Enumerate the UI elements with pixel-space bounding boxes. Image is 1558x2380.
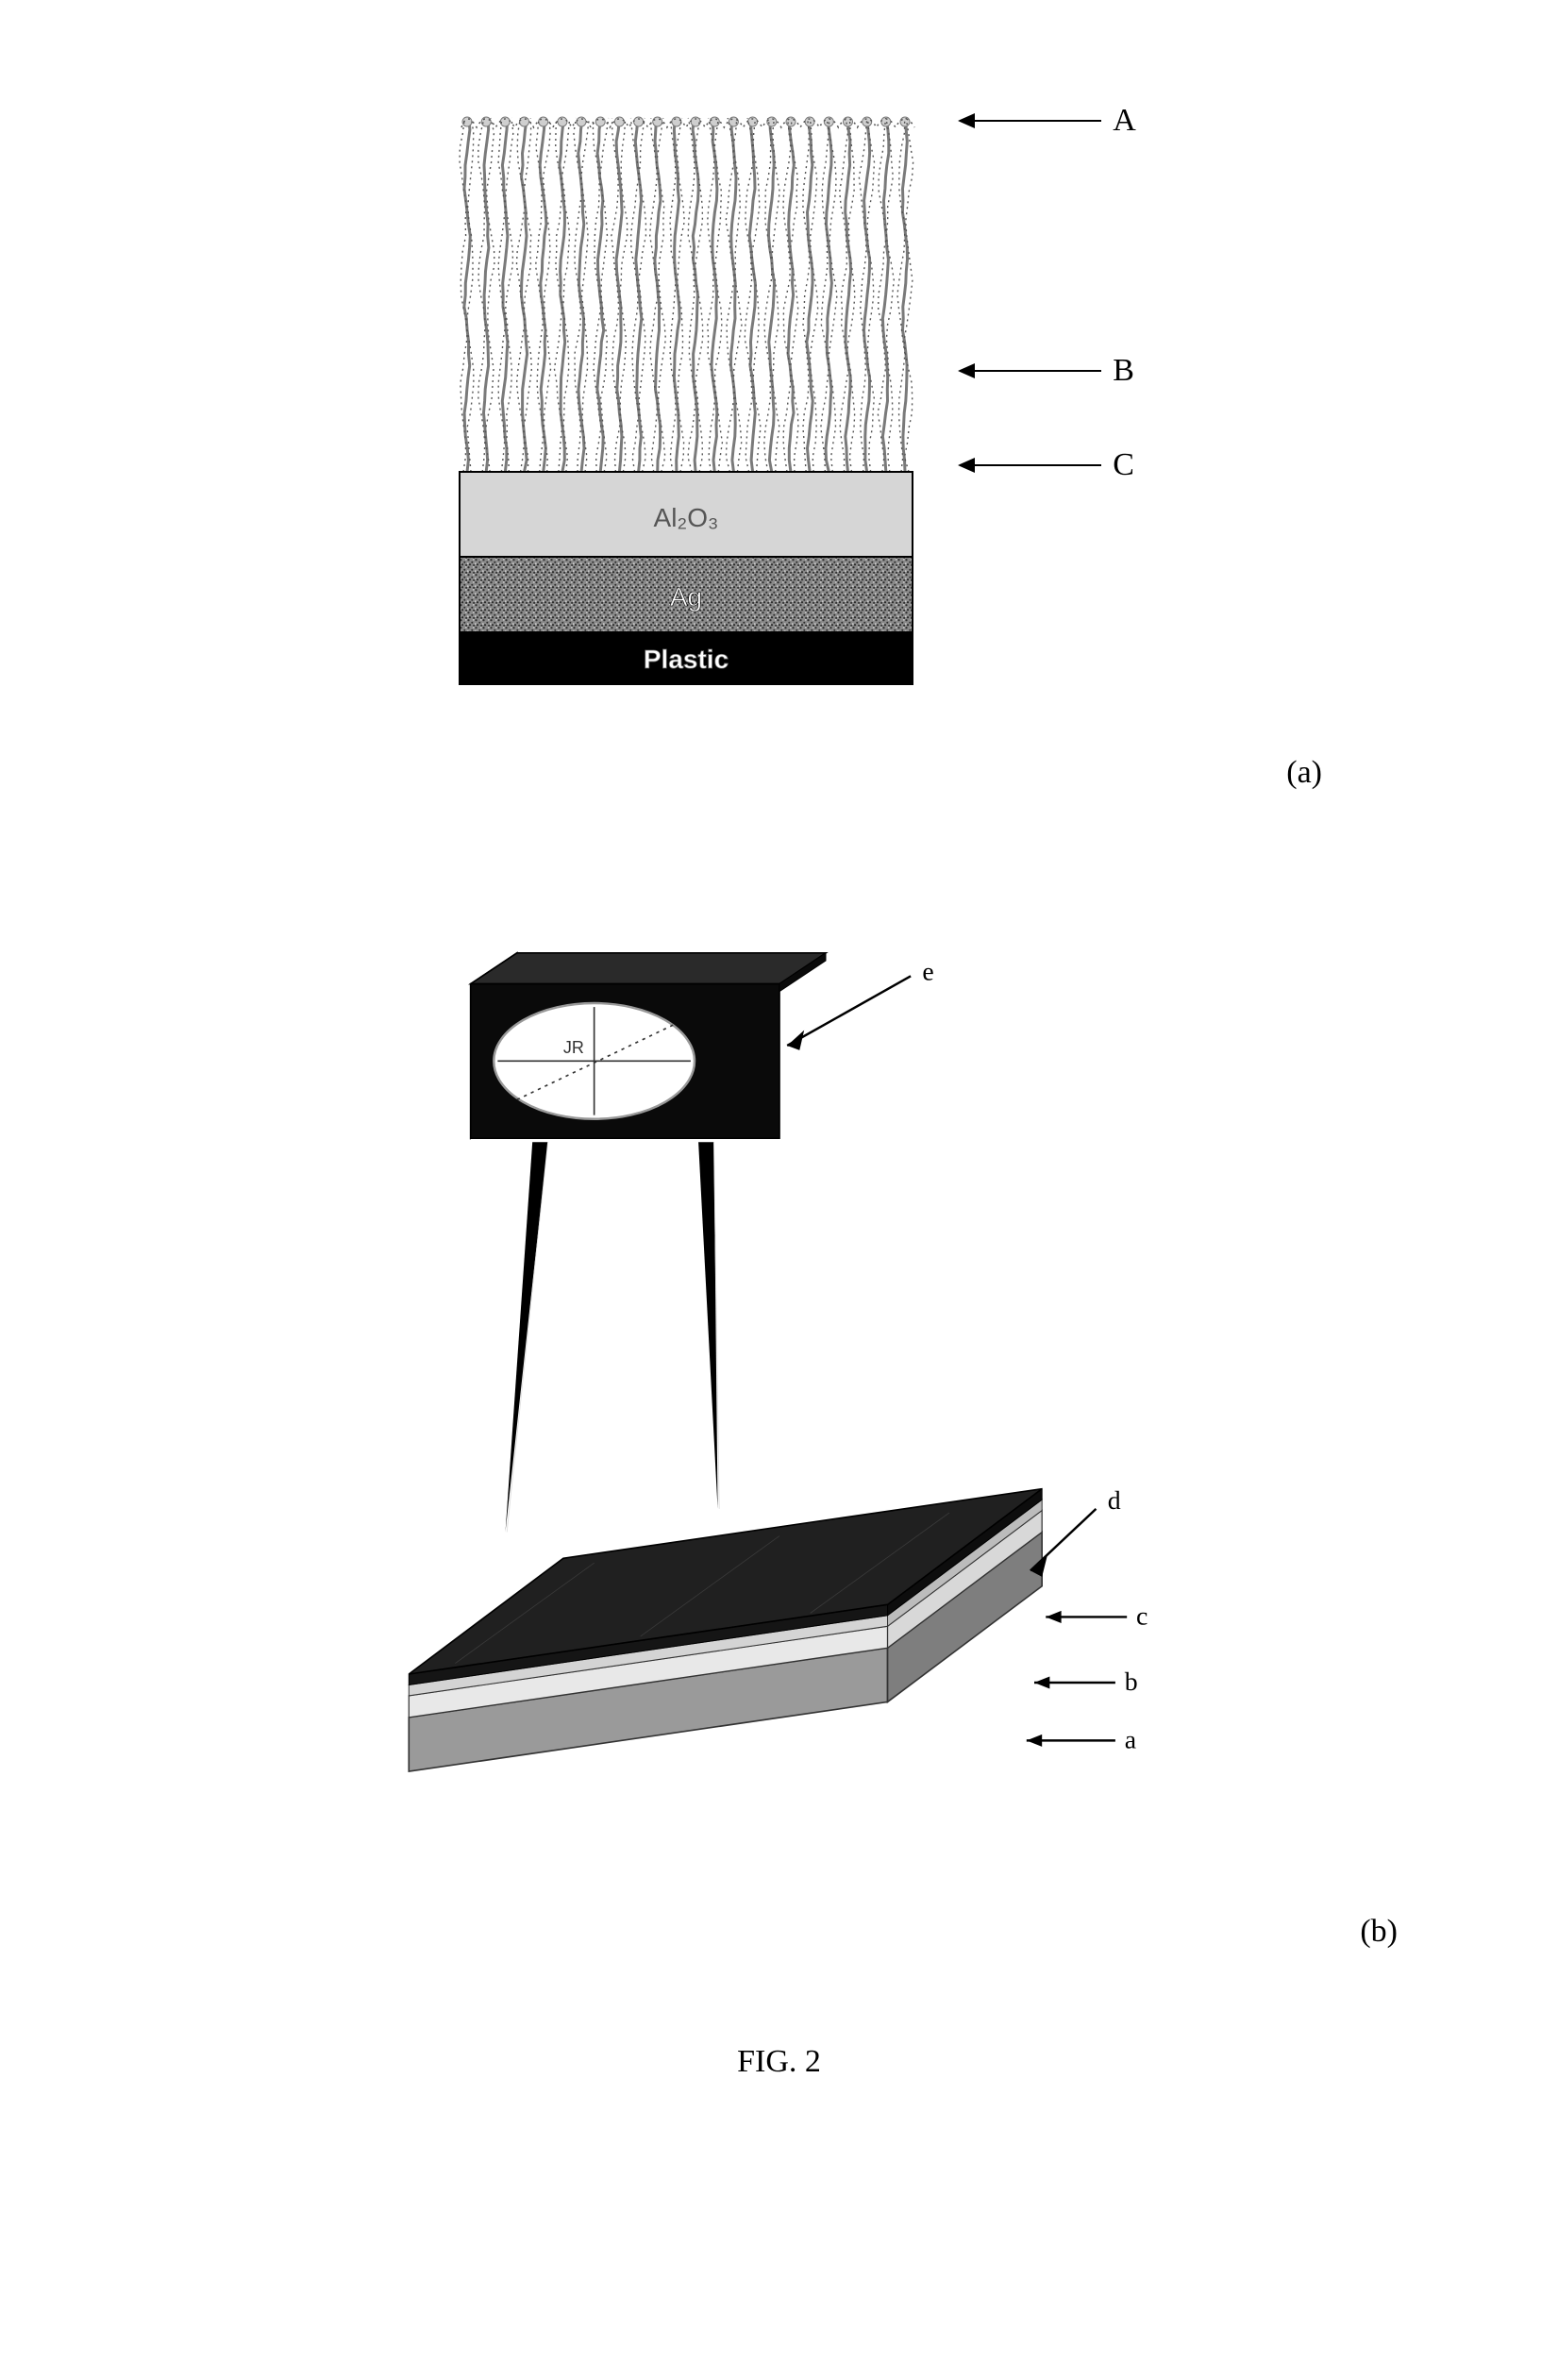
arrow-icon bbox=[960, 464, 1101, 466]
nanowire-tip bbox=[577, 117, 586, 126]
nanowire-tip bbox=[844, 117, 853, 126]
panel-a-sublabel: (a) bbox=[0, 755, 1558, 791]
arrow-icon bbox=[960, 120, 1101, 122]
nanowire-tip bbox=[615, 117, 625, 126]
coating-outline bbox=[506, 118, 514, 472]
annotation-B: B bbox=[960, 352, 1136, 390]
nanowire bbox=[712, 118, 717, 472]
nanowire bbox=[846, 118, 851, 472]
panel-a-svg: Al₂O₃ Ag Plastic bbox=[422, 75, 950, 736]
nanowire-tip bbox=[539, 117, 548, 126]
nanowire bbox=[883, 118, 889, 472]
annotation-A-label: A bbox=[1113, 103, 1136, 139]
nanowire bbox=[484, 118, 489, 472]
coating-outline bbox=[466, 118, 474, 472]
nanowire-tip bbox=[825, 117, 834, 126]
nanowire bbox=[788, 118, 794, 472]
inset-ellipse-label: JR bbox=[562, 1038, 583, 1057]
coating-outline bbox=[688, 118, 696, 472]
layer-ag-label: Ag bbox=[670, 582, 702, 612]
coating-outline bbox=[803, 118, 810, 472]
panel-a-row: Al₂O₃ Ag Plastic bbox=[38, 75, 1520, 736]
nanowire-tip bbox=[481, 117, 491, 126]
nanowire-forest bbox=[460, 117, 914, 472]
nanowire bbox=[540, 118, 546, 472]
annotation-d-label: d bbox=[1107, 1486, 1120, 1516]
inset-box-e: JR bbox=[470, 953, 841, 1138]
nanowire-tip bbox=[672, 117, 681, 126]
nanowire bbox=[597, 118, 604, 472]
figure-2: Al₂O₃ Ag Plastic bbox=[38, 38, 1520, 2080]
coating-outline bbox=[745, 118, 753, 472]
annotation-A: A bbox=[960, 102, 1136, 140]
coating-outline bbox=[764, 118, 773, 472]
layer-al2o3-label: Al₂O₃ bbox=[654, 503, 719, 532]
nanowire bbox=[693, 118, 698, 472]
nanowire bbox=[636, 118, 643, 472]
nanowire-tip bbox=[786, 117, 796, 126]
coating-outline bbox=[562, 118, 570, 472]
nanowire bbox=[522, 118, 528, 472]
inset-top-face bbox=[470, 953, 825, 984]
coating-outline bbox=[670, 118, 676, 472]
annotation-a-label: a bbox=[1124, 1726, 1135, 1755]
nanowire bbox=[769, 118, 775, 472]
annotation-C: C bbox=[960, 446, 1136, 484]
nanowire bbox=[675, 118, 680, 472]
panel-b-sublabel: (b) bbox=[0, 1914, 1558, 1950]
nanowire bbox=[578, 118, 584, 472]
panel-a-annotations: A B C bbox=[960, 75, 1136, 484]
coating-outline bbox=[524, 118, 532, 472]
panel-b-row: JR e bbox=[38, 866, 1520, 1904]
layer-plastic-label: Plastic bbox=[644, 645, 729, 674]
nanowire bbox=[503, 118, 509, 472]
nanowire-tip bbox=[711, 117, 720, 126]
annotation-B-label: B bbox=[1113, 353, 1134, 389]
nanowire bbox=[731, 118, 737, 472]
panel-b-annotations: d c b a bbox=[1026, 1486, 1148, 1755]
nanowire bbox=[464, 118, 470, 472]
annotation-C-label: C bbox=[1113, 447, 1134, 483]
nanowire bbox=[749, 118, 755, 472]
annotation-c-label: c bbox=[1136, 1602, 1148, 1632]
figure-caption: FIG. 2 bbox=[737, 2044, 821, 2080]
panel-b: JR e bbox=[38, 866, 1520, 1950]
nanowire-tip bbox=[653, 117, 662, 126]
panel-a: Al₂O₃ Ag Plastic bbox=[38, 75, 1520, 791]
annotation-e-label: e bbox=[922, 957, 933, 986]
substrate-3d bbox=[409, 1489, 1042, 1771]
nanowire-tip bbox=[767, 117, 777, 126]
zoom-connectors bbox=[505, 1142, 719, 1532]
nanowire-tip bbox=[595, 117, 605, 126]
nanowire bbox=[655, 118, 661, 472]
panel-b-svg: JR e bbox=[355, 866, 1204, 1904]
annotation-b-label: b bbox=[1124, 1668, 1137, 1697]
coating-outline bbox=[726, 118, 734, 472]
nanowire bbox=[826, 118, 831, 472]
nanowire bbox=[864, 118, 870, 472]
nanowire bbox=[903, 118, 908, 472]
coating-outline bbox=[821, 118, 829, 472]
coating-outline bbox=[486, 118, 494, 472]
coating-outline bbox=[544, 118, 551, 472]
nanowire bbox=[560, 118, 565, 472]
nanowire bbox=[616, 118, 622, 472]
arrow-icon bbox=[960, 370, 1101, 372]
nanowire bbox=[807, 118, 813, 472]
nanowire-tip bbox=[729, 117, 739, 126]
coating-outline bbox=[783, 118, 791, 472]
coating-outline bbox=[708, 118, 715, 472]
substrate-stack: Al₂O₃ Ag Plastic bbox=[460, 472, 913, 684]
